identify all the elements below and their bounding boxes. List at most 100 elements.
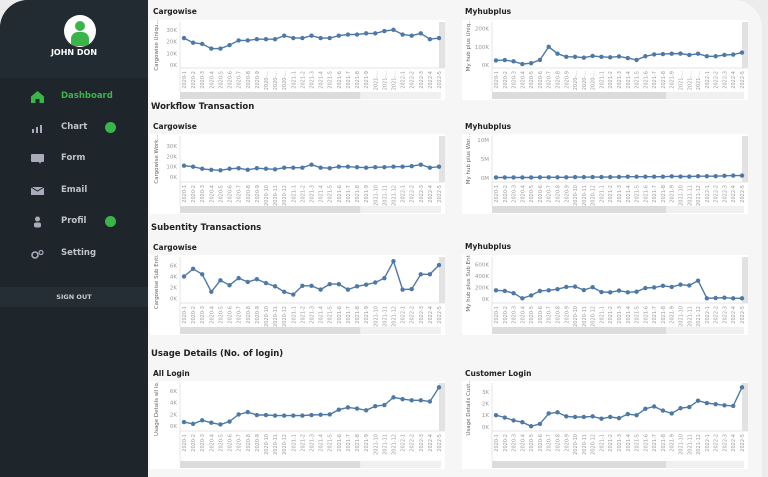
data-point (687, 404, 692, 410)
x-tick-label: 2022-4 (731, 71, 737, 89)
horizontal-scrollbar-thumb[interactable] (180, 461, 361, 468)
data-point (209, 167, 214, 172)
data-point (564, 284, 569, 290)
sidebar-item-dashboard[interactable]: Dashboard (0, 86, 148, 108)
x-tick-label: 2022-1 (401, 306, 407, 324)
data-point (555, 286, 560, 292)
x-tick-label: 2020-1 (494, 434, 500, 452)
data-point (245, 279, 250, 285)
data-point (502, 415, 507, 420)
y-tick-label: 3K (482, 390, 489, 396)
sidebar-item-email[interactable]: Email (0, 180, 148, 202)
data-point (236, 38, 241, 43)
y-tick-label: 2K (482, 402, 489, 408)
data-point (739, 173, 745, 178)
avatar[interactable] (64, 15, 96, 47)
y-tick-label: 0K (170, 424, 177, 430)
data-point (634, 57, 639, 63)
data-point (400, 287, 405, 292)
data-point (427, 272, 433, 277)
data-point (520, 296, 525, 301)
sidebar-item-setting[interactable]: Setting (0, 243, 148, 265)
data-point (345, 32, 351, 37)
data-point (643, 54, 648, 59)
data-point (528, 293, 534, 298)
chart-title: Myhubplus (465, 242, 512, 251)
x-tick-label: 2021-7 (346, 71, 352, 89)
sidebar-item-chart[interactable]: Chart (0, 117, 148, 139)
x-tick-label: 2021-5 (635, 185, 641, 203)
x-tick-label: 2020-... (573, 71, 579, 91)
data-point (327, 35, 332, 41)
data-point (678, 174, 683, 179)
data-point (336, 281, 342, 287)
x-tick-label: 2020-6 (228, 434, 234, 452)
horizontal-scrollbar-thumb[interactable] (492, 92, 667, 99)
data-point (254, 166, 260, 171)
x-tick-label: 2021-12 (696, 306, 702, 327)
x-tick-label: 2021-8 (661, 185, 667, 203)
data-point (300, 165, 305, 170)
data-point (254, 277, 260, 282)
x-tick-label: 2020-5 (529, 185, 535, 203)
x-tick-label: 2021-1 (291, 185, 297, 203)
x-tick-label: 2020-12 (282, 434, 288, 455)
sign-out-button[interactable]: SIGN OUT (0, 287, 148, 307)
x-tick-label: 2022-5 (740, 185, 746, 203)
x-tick-label: 2020-11 (582, 434, 588, 455)
x-tick-label: 2020-9 (564, 71, 570, 89)
data-point (263, 166, 269, 171)
x-tick-label: 2021-... (679, 71, 685, 91)
horizontal-scrollbar-thumb[interactable] (492, 206, 667, 213)
y-axis-title: Usage Details all lo... (154, 381, 160, 436)
x-tick-label: 2021-1 (291, 71, 297, 89)
data-point (590, 174, 595, 180)
y-tick-label: 10K (166, 165, 177, 171)
line-chart: My hub plus Sub Entity 0K 200K 400K 600K 2020… (466, 255, 748, 334)
data-point (739, 385, 745, 390)
data-point (528, 175, 534, 180)
data-point (391, 258, 396, 264)
data-point (291, 292, 296, 297)
x-tick-label: 2020-9 (255, 306, 261, 324)
y-tick-label: 0K (482, 425, 489, 431)
horizontal-scrollbar-thumb[interactable] (180, 206, 361, 213)
chart-all-login: Usage Details all lo... 0K 2K 4K 6K 2020-1 202… (150, 381, 445, 469)
profile-header: JOHN DON (0, 0, 148, 78)
data-point (345, 164, 351, 169)
data-point (555, 175, 560, 180)
x-tick-label: 2020-12 (591, 306, 597, 327)
sidebar-item-form[interactable]: Form (0, 148, 148, 170)
data-point (336, 164, 342, 169)
horizontal-scrollbar-thumb[interactable] (492, 327, 667, 334)
data-point (608, 174, 613, 180)
horizontal-scrollbar-thumb[interactable] (180, 92, 361, 99)
data-point (687, 52, 692, 58)
data-point (713, 173, 718, 179)
y-tick-label: 5M (481, 157, 489, 163)
data-point (218, 46, 223, 51)
data-point (660, 174, 666, 179)
x-tick-label: 2020-8 (246, 71, 252, 89)
x-tick-label: 2021-... (687, 71, 693, 91)
y-tick-label: 400K (475, 274, 489, 280)
x-tick-label: 2022-1 (705, 306, 711, 324)
data-point (200, 418, 205, 423)
data-point (363, 31, 369, 36)
horizontal-scrollbar-thumb[interactable] (180, 327, 361, 334)
data-point (599, 289, 604, 295)
x-tick-label: 2021-8 (661, 434, 667, 452)
data-point (722, 403, 727, 408)
sidebar-item-profil[interactable]: Profil (0, 211, 148, 233)
data-point (581, 287, 587, 293)
data-point (409, 398, 414, 403)
data-point (695, 51, 701, 56)
x-tick-label: 2021-10 (679, 306, 685, 327)
x-tick-label: 2021-3 (617, 306, 623, 324)
horizontal-scrollbar-thumb[interactable] (492, 461, 667, 468)
x-tick-label: 2020-3 (200, 434, 206, 452)
y-tick-label: 30K (166, 28, 177, 34)
x-tick-label: 2020-4 (209, 434, 215, 452)
user-name: JOHN DON (50, 48, 98, 57)
x-tick-label: 2022-5 (437, 306, 443, 324)
